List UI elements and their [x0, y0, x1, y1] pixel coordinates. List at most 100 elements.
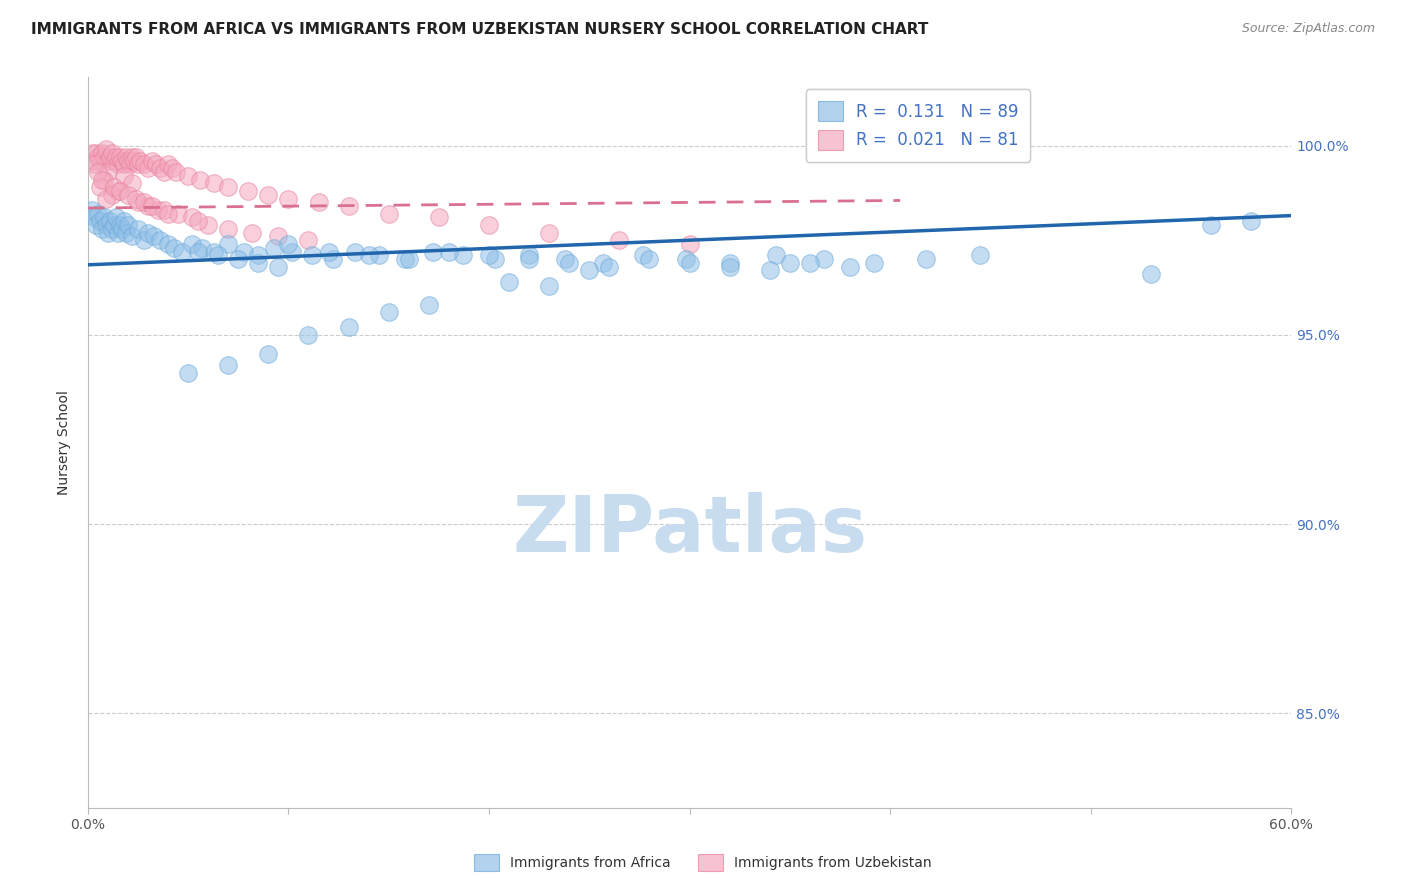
Point	[90, 222, 112, 236]
Point	[538, 278, 561, 293]
Point	[191, 241, 214, 255]
Point	[478, 218, 501, 232]
Point	[181, 237, 204, 252]
Point	[318, 244, 340, 259]
Point	[104, 150, 127, 164]
Point	[115, 150, 138, 164]
Point	[377, 305, 399, 319]
Point	[337, 199, 360, 213]
Point	[718, 260, 741, 274]
Point	[337, 320, 360, 334]
Point	[451, 248, 474, 262]
Point	[117, 153, 139, 168]
Point	[422, 244, 444, 259]
Point	[93, 150, 115, 164]
Point	[153, 202, 176, 217]
Point	[146, 202, 169, 217]
Point	[87, 150, 110, 164]
Point	[101, 222, 124, 236]
Point	[87, 165, 110, 179]
Point	[181, 211, 204, 225]
Point	[675, 252, 697, 267]
Point	[217, 237, 239, 252]
Point	[103, 153, 125, 168]
Point	[101, 146, 124, 161]
Point	[160, 161, 183, 176]
Point	[188, 172, 211, 186]
Point	[217, 358, 239, 372]
Point	[118, 157, 141, 171]
Point	[267, 260, 290, 274]
Point	[111, 222, 134, 236]
Point	[87, 207, 110, 221]
Point	[84, 146, 107, 161]
Point	[322, 252, 344, 267]
Point	[779, 256, 801, 270]
Point	[125, 150, 148, 164]
Legend: R =  0.131   N = 89, R =  0.021   N = 81: R = 0.131 N = 89, R = 0.021 N = 81	[806, 89, 1031, 161]
Point	[263, 241, 285, 255]
Legend: Immigrants from Africa, Immigrants from Uzbekistan: Immigrants from Africa, Immigrants from …	[468, 848, 938, 876]
Point	[115, 226, 138, 240]
Point	[132, 157, 155, 171]
Point	[197, 218, 219, 232]
Point	[157, 207, 180, 221]
Point	[101, 187, 124, 202]
Point	[80, 202, 103, 217]
Point	[633, 248, 655, 262]
Point	[247, 256, 270, 270]
Point	[157, 237, 180, 252]
Point	[969, 248, 991, 262]
Point	[149, 233, 172, 247]
Point	[90, 146, 112, 161]
Point	[163, 241, 186, 255]
Y-axis label: Nursery School: Nursery School	[58, 391, 72, 495]
Text: ZIPatlas: ZIPatlas	[512, 492, 868, 568]
Point	[202, 177, 225, 191]
Point	[202, 244, 225, 259]
Point	[177, 366, 200, 380]
Point	[578, 263, 600, 277]
Point	[149, 161, 172, 176]
Point	[83, 157, 105, 171]
Point	[121, 150, 143, 164]
Point	[517, 248, 540, 262]
Point	[394, 252, 416, 267]
Point	[418, 297, 440, 311]
Point	[97, 165, 120, 179]
Point	[267, 229, 290, 244]
Point	[217, 180, 239, 194]
Point	[233, 244, 256, 259]
Point	[638, 252, 661, 267]
Point	[90, 172, 112, 186]
Point	[153, 165, 176, 179]
Point	[592, 256, 614, 270]
Text: Source: ZipAtlas.com: Source: ZipAtlas.com	[1241, 22, 1375, 36]
Point	[108, 218, 131, 232]
Point	[398, 252, 420, 267]
Point	[207, 248, 229, 262]
Point	[127, 157, 149, 171]
Point	[132, 233, 155, 247]
Point	[765, 248, 787, 262]
Point	[277, 192, 299, 206]
Point	[484, 252, 506, 267]
Point	[813, 252, 835, 267]
Point	[718, 256, 741, 270]
Point	[117, 218, 139, 232]
Point	[281, 244, 304, 259]
Point	[112, 157, 135, 171]
Point	[111, 153, 134, 168]
Point	[240, 226, 263, 240]
Point	[437, 244, 460, 259]
Point	[83, 153, 105, 168]
Point	[103, 180, 125, 194]
Point	[427, 211, 450, 225]
Point	[915, 252, 938, 267]
Point	[103, 218, 125, 232]
Point	[538, 226, 561, 240]
Point	[136, 199, 159, 213]
Point	[167, 207, 190, 221]
Point	[141, 153, 163, 168]
Point	[172, 244, 194, 259]
